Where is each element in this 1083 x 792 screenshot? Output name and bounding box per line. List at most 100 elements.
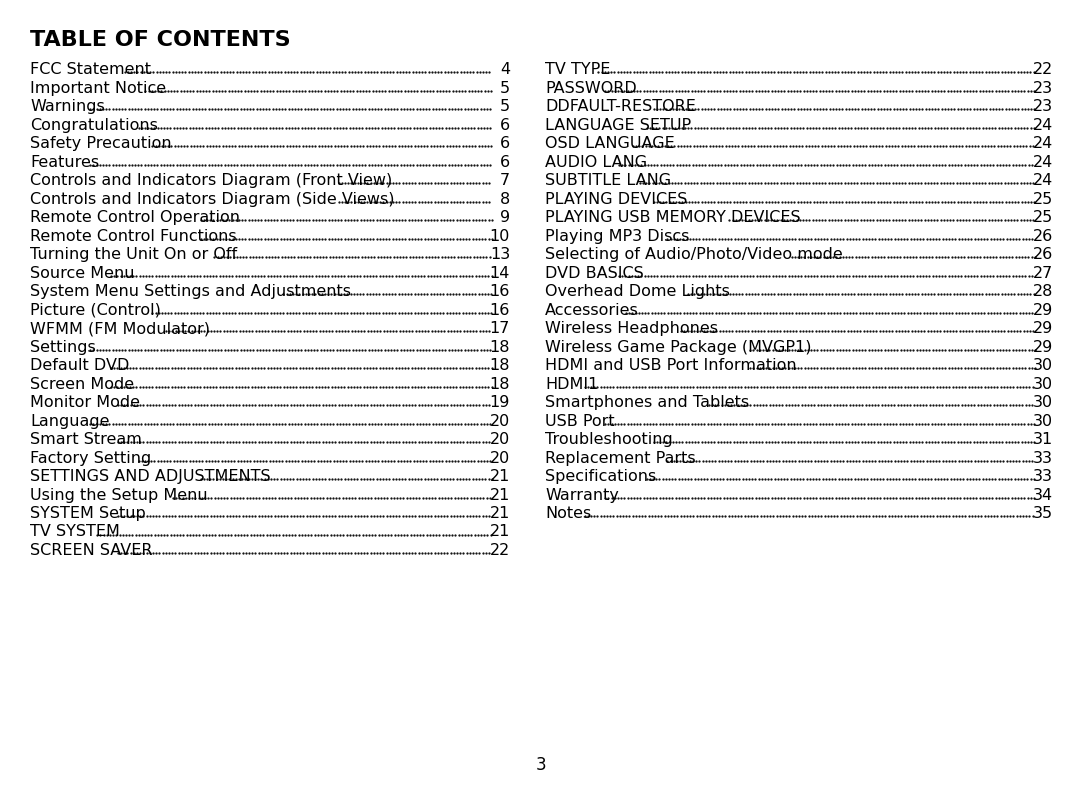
Text: Remote Control Operation: Remote Control Operation bbox=[30, 210, 240, 225]
Text: Language: Language bbox=[30, 413, 109, 428]
Text: Using the Setup Menu: Using the Setup Menu bbox=[30, 488, 208, 502]
Text: 30: 30 bbox=[1033, 358, 1053, 373]
Text: 30: 30 bbox=[1033, 376, 1053, 391]
Text: Notes: Notes bbox=[545, 506, 591, 521]
Text: 29: 29 bbox=[1033, 321, 1053, 336]
Text: OSD LANGUAGE: OSD LANGUAGE bbox=[545, 136, 675, 151]
Text: 34: 34 bbox=[1033, 488, 1053, 502]
Text: Wireless Headphones: Wireless Headphones bbox=[545, 321, 718, 336]
Text: Important Notice: Important Notice bbox=[30, 81, 166, 96]
Text: 23: 23 bbox=[1033, 81, 1053, 96]
Text: 21: 21 bbox=[490, 506, 510, 521]
Text: 24: 24 bbox=[1033, 154, 1053, 169]
Text: Wireless Game Package (MVGP1): Wireless Game Package (MVGP1) bbox=[545, 340, 811, 355]
Text: FCC Statement: FCC Statement bbox=[30, 62, 151, 77]
Text: 26: 26 bbox=[1033, 229, 1053, 243]
Text: Overhead Dome Lights: Overhead Dome Lights bbox=[545, 284, 730, 299]
Text: DDFAULT-RESTORE: DDFAULT-RESTORE bbox=[545, 99, 696, 114]
Text: 17: 17 bbox=[490, 321, 510, 336]
Text: System Menu Settings and Adjustments: System Menu Settings and Adjustments bbox=[30, 284, 351, 299]
Text: 16: 16 bbox=[490, 284, 510, 299]
Text: 6: 6 bbox=[500, 154, 510, 169]
Text: 4: 4 bbox=[500, 62, 510, 77]
Text: Source Menu: Source Menu bbox=[30, 265, 134, 280]
Text: Monitor Mode: Monitor Mode bbox=[30, 395, 140, 410]
Text: Turning the Unit On or Off: Turning the Unit On or Off bbox=[30, 247, 237, 262]
Text: Controls and Indicators Diagram (Side Views): Controls and Indicators Diagram (Side Vi… bbox=[30, 192, 394, 207]
Text: 18: 18 bbox=[490, 376, 510, 391]
Text: 18: 18 bbox=[490, 358, 510, 373]
Text: 24: 24 bbox=[1033, 117, 1053, 132]
Text: Congratulations: Congratulations bbox=[30, 117, 158, 132]
Text: 18: 18 bbox=[490, 340, 510, 355]
Text: 22: 22 bbox=[490, 543, 510, 558]
Text: DVD BASICS: DVD BASICS bbox=[545, 265, 643, 280]
Text: 20: 20 bbox=[490, 432, 510, 447]
Text: 29: 29 bbox=[1033, 303, 1053, 318]
Text: USB Port: USB Port bbox=[545, 413, 615, 428]
Text: PLAYING DEVICES: PLAYING DEVICES bbox=[545, 192, 688, 207]
Text: WFMM (FM Modulator): WFMM (FM Modulator) bbox=[30, 321, 210, 336]
Text: PLAYING USB MEMORY DEVICES: PLAYING USB MEMORY DEVICES bbox=[545, 210, 800, 225]
Text: 22: 22 bbox=[1033, 62, 1053, 77]
Text: 29: 29 bbox=[1033, 340, 1053, 355]
Text: SCREEN SAVER: SCREEN SAVER bbox=[30, 543, 153, 558]
Text: 21: 21 bbox=[490, 469, 510, 484]
Text: Smartphones and Tablets: Smartphones and Tablets bbox=[545, 395, 749, 410]
Text: 30: 30 bbox=[1033, 395, 1053, 410]
Text: HDMI and USB Port Information: HDMI and USB Port Information bbox=[545, 358, 797, 373]
Text: 19: 19 bbox=[490, 395, 510, 410]
Text: SETTINGS AND ADJUSTMENTS: SETTINGS AND ADJUSTMENTS bbox=[30, 469, 271, 484]
Text: AUDIO LANG: AUDIO LANG bbox=[545, 154, 648, 169]
Text: Remote Control Functions: Remote Control Functions bbox=[30, 229, 236, 243]
Text: Selecting of Audio/Photo/Video mode: Selecting of Audio/Photo/Video mode bbox=[545, 247, 843, 262]
Text: 14: 14 bbox=[490, 265, 510, 280]
Text: Warranty: Warranty bbox=[545, 488, 618, 502]
Text: LANGUAGE SETUP: LANGUAGE SETUP bbox=[545, 117, 691, 132]
Text: Specifications: Specifications bbox=[545, 469, 656, 484]
Text: TV SYSTEM: TV SYSTEM bbox=[30, 524, 120, 539]
Text: SYSTEM Setup: SYSTEM Setup bbox=[30, 506, 146, 521]
Text: 6: 6 bbox=[500, 136, 510, 151]
Text: 23: 23 bbox=[1033, 99, 1053, 114]
Text: 8: 8 bbox=[499, 192, 510, 207]
Text: 25: 25 bbox=[1033, 192, 1053, 207]
Text: 35: 35 bbox=[1033, 506, 1053, 521]
Text: 33: 33 bbox=[1033, 469, 1053, 484]
Text: Warnings: Warnings bbox=[30, 99, 105, 114]
Text: Playing MP3 Discs: Playing MP3 Discs bbox=[545, 229, 690, 243]
Text: 26: 26 bbox=[1033, 247, 1053, 262]
Text: 24: 24 bbox=[1033, 173, 1053, 188]
Text: 7: 7 bbox=[500, 173, 510, 188]
Text: Settings: Settings bbox=[30, 340, 95, 355]
Text: 21: 21 bbox=[490, 524, 510, 539]
Text: 10: 10 bbox=[490, 229, 510, 243]
Text: 13: 13 bbox=[490, 247, 510, 262]
Text: SUBTITLE LANG: SUBTITLE LANG bbox=[545, 173, 671, 188]
Text: Features: Features bbox=[30, 154, 100, 169]
Text: 3: 3 bbox=[536, 756, 546, 774]
Text: 20: 20 bbox=[490, 413, 510, 428]
Text: 6: 6 bbox=[500, 117, 510, 132]
Text: 28: 28 bbox=[1032, 284, 1053, 299]
Text: 30: 30 bbox=[1033, 413, 1053, 428]
Text: 20: 20 bbox=[490, 451, 510, 466]
Text: 27: 27 bbox=[1033, 265, 1053, 280]
Text: Picture (Control): Picture (Control) bbox=[30, 303, 161, 318]
Text: Controls and Indicators Diagram (Front View): Controls and Indicators Diagram (Front V… bbox=[30, 173, 392, 188]
Text: 25: 25 bbox=[1033, 210, 1053, 225]
Text: TV TYPE: TV TYPE bbox=[545, 62, 611, 77]
Text: Screen Mode: Screen Mode bbox=[30, 376, 134, 391]
Text: TABLE OF CONTENTS: TABLE OF CONTENTS bbox=[30, 30, 290, 50]
Text: 9: 9 bbox=[500, 210, 510, 225]
Text: 5: 5 bbox=[500, 81, 510, 96]
Text: 33: 33 bbox=[1033, 451, 1053, 466]
Text: Default DVD: Default DVD bbox=[30, 358, 129, 373]
Text: 21: 21 bbox=[490, 488, 510, 502]
Text: Accessories: Accessories bbox=[545, 303, 639, 318]
Text: PASSWORD: PASSWORD bbox=[545, 81, 637, 96]
Text: 16: 16 bbox=[490, 303, 510, 318]
Text: Replacement Parts: Replacement Parts bbox=[545, 451, 695, 466]
Text: Smart Stream: Smart Stream bbox=[30, 432, 142, 447]
Text: Troubleshooting: Troubleshooting bbox=[545, 432, 673, 447]
